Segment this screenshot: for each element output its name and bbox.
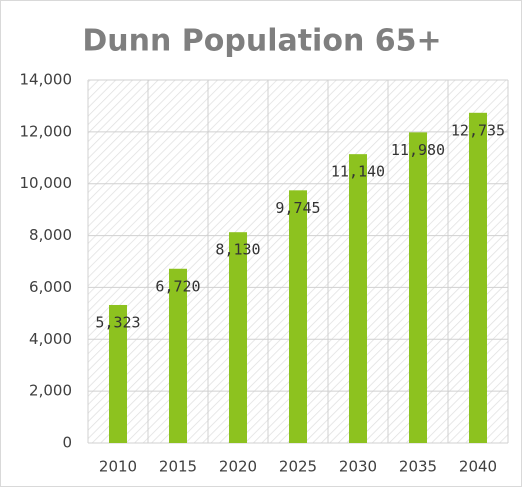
value-label: 11,980	[391, 141, 445, 159]
x-tick-label: 2030	[339, 458, 377, 476]
bar	[229, 232, 247, 443]
x-tick-label: 2040	[459, 458, 497, 476]
x-tick-label: 2010	[99, 458, 137, 476]
y-tick-label: 8,000	[29, 226, 72, 244]
y-tick-label: 14,000	[20, 71, 73, 89]
y-tick-label: 4,000	[29, 330, 72, 348]
x-tick-label: 2025	[279, 458, 317, 476]
bar	[289, 190, 307, 443]
bar	[109, 304, 127, 443]
bar	[349, 154, 367, 444]
y-tick-label: 10,000	[20, 174, 73, 192]
value-label: 11,140	[331, 163, 385, 181]
y-tick-label: 0	[62, 434, 72, 452]
value-label: 5,323	[95, 313, 140, 331]
x-tick-label: 2020	[219, 458, 257, 476]
x-tick-label: 2015	[159, 458, 197, 476]
value-label: 6,720	[155, 277, 200, 295]
y-tick-label: 2,000	[29, 382, 72, 400]
value-label: 12,735	[451, 121, 505, 139]
chart-title: Dunn Population 65+	[82, 24, 441, 59]
x-tick-label: 2035	[399, 458, 437, 476]
bar	[409, 132, 427, 443]
y-tick-label: 12,000	[20, 122, 73, 140]
value-label: 9,745	[275, 199, 320, 217]
bar	[169, 268, 187, 443]
value-label: 8,130	[215, 241, 260, 259]
y-tick-label: 6,000	[29, 278, 72, 296]
bar	[469, 112, 487, 443]
